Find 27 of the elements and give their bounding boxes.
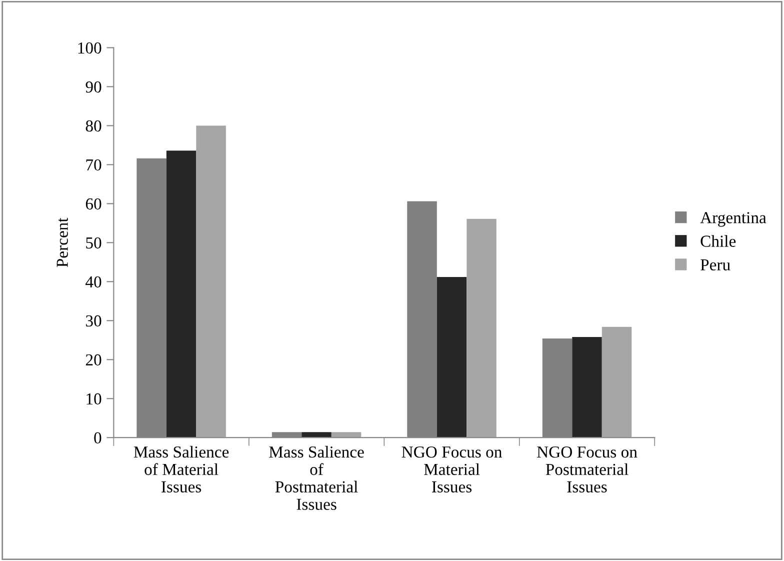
legend-label: Chile — [700, 235, 736, 247]
bar — [196, 126, 226, 438]
y-tick-label: 0 — [94, 432, 102, 444]
bar — [436, 276, 467, 438]
bar — [466, 218, 496, 438]
bar — [572, 336, 602, 438]
y-tick-label: 30 — [86, 315, 102, 327]
x-tick-label: Mass Salience of Postmaterial Issues — [269, 446, 364, 510]
bar — [166, 150, 196, 438]
y-tick-label: 90 — [86, 81, 102, 93]
y-tick-label: 70 — [86, 159, 102, 171]
y-tick-label: 40 — [86, 276, 102, 288]
x-tick-label: Mass Salience of Material Issues — [134, 446, 229, 492]
y-tick-label: 50 — [86, 237, 102, 249]
y-tick-label: 80 — [86, 120, 102, 132]
x-tick-label: NGO Focus on Material Issues — [402, 446, 502, 492]
bar — [602, 326, 632, 438]
bar — [331, 432, 362, 438]
y-tick-label: 100 — [78, 42, 102, 54]
y-tick-label: 60 — [86, 198, 102, 210]
y-tick-label: 10 — [86, 393, 102, 405]
y-axis-title: Percent — [56, 218, 68, 268]
bar — [302, 432, 332, 438]
legend-label: Argentina — [700, 212, 766, 227]
x-tick-label: NGO Focus on Postmaterial Issues — [537, 446, 638, 492]
legend-label: Peru — [700, 259, 730, 270]
y-tick-label: 20 — [86, 354, 102, 366]
